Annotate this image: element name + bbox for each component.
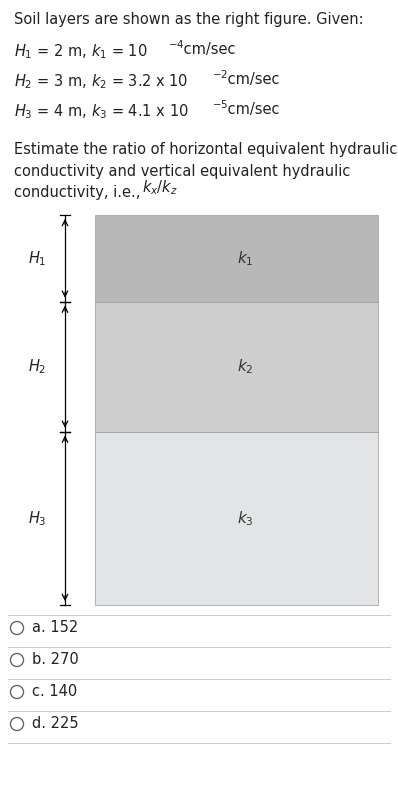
Text: $k_3$: $k_3$ bbox=[237, 509, 254, 528]
Bar bbox=[95, 215, 378, 302]
Circle shape bbox=[10, 686, 23, 698]
Bar bbox=[95, 431, 378, 605]
Text: $^{-4}$: $^{-4}$ bbox=[168, 41, 185, 56]
Text: c. 140: c. 140 bbox=[32, 684, 77, 699]
Text: $k_x/k_z$: $k_x/k_z$ bbox=[142, 178, 178, 197]
Text: $k_2$: $k_2$ bbox=[237, 357, 253, 376]
Text: $H_3$: $H_3$ bbox=[28, 509, 46, 528]
Text: $k_1$: $k_1$ bbox=[237, 249, 253, 268]
Bar bbox=[95, 302, 378, 431]
Text: cm/sec: cm/sec bbox=[223, 102, 279, 117]
Text: Estimate the ratio of horizontal equivalent hydraulic
conductivity and vertical : Estimate the ratio of horizontal equival… bbox=[14, 142, 397, 200]
Text: $H_3$ = 4 m, $k_3$ = 4.1 x 10: $H_3$ = 4 m, $k_3$ = 4.1 x 10 bbox=[14, 102, 189, 121]
Text: cm/sec: cm/sec bbox=[179, 42, 236, 57]
Circle shape bbox=[10, 717, 23, 731]
Text: a. 152: a. 152 bbox=[32, 620, 78, 635]
Text: $^{-2}$: $^{-2}$ bbox=[212, 71, 228, 86]
Circle shape bbox=[10, 622, 23, 634]
Text: b. 270: b. 270 bbox=[32, 653, 79, 668]
Text: Soil layers are shown as the right figure. Given:: Soil layers are shown as the right figur… bbox=[14, 12, 364, 27]
Circle shape bbox=[10, 653, 23, 667]
Text: $H_2$ = 3 m, $k_2$ = 3.2 x 10: $H_2$ = 3 m, $k_2$ = 3.2 x 10 bbox=[14, 72, 188, 91]
Text: $H_2$: $H_2$ bbox=[28, 357, 46, 376]
Text: $^{-5}$: $^{-5}$ bbox=[212, 101, 228, 116]
Text: d. 225: d. 225 bbox=[32, 717, 79, 732]
Text: $H_1$: $H_1$ bbox=[28, 249, 46, 268]
Text: cm/sec: cm/sec bbox=[223, 72, 279, 87]
Text: $H_1$ = 2 m, $k_1$ = 10: $H_1$ = 2 m, $k_1$ = 10 bbox=[14, 42, 148, 61]
